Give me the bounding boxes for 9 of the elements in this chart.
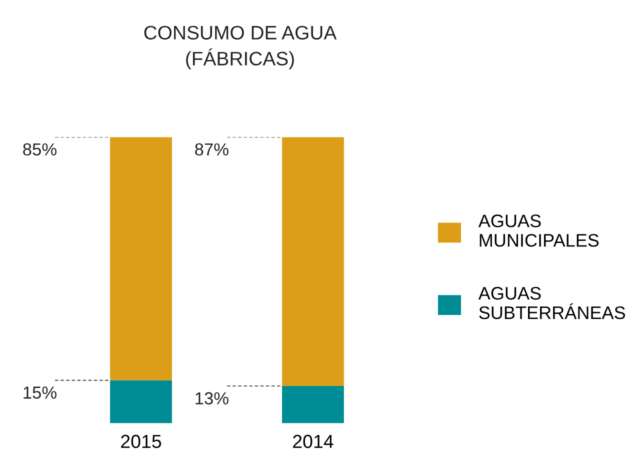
x-tick-label: 2014 [293,434,334,448]
x-tick-label: 2015 [121,434,162,448]
data-label: 13% [196,392,228,404]
legend-label: AGUAS MUNICIPALES [478,214,599,247]
data-label: 87% [195,143,228,156]
chart-title: CONSUMO DE AGUA (FÁBRICAS) [144,26,337,70]
data-label: 85% [23,143,56,156]
legend-label: AGUAS SUBTERRÁNEAS [478,286,626,320]
data-label: 15% [24,386,56,399]
